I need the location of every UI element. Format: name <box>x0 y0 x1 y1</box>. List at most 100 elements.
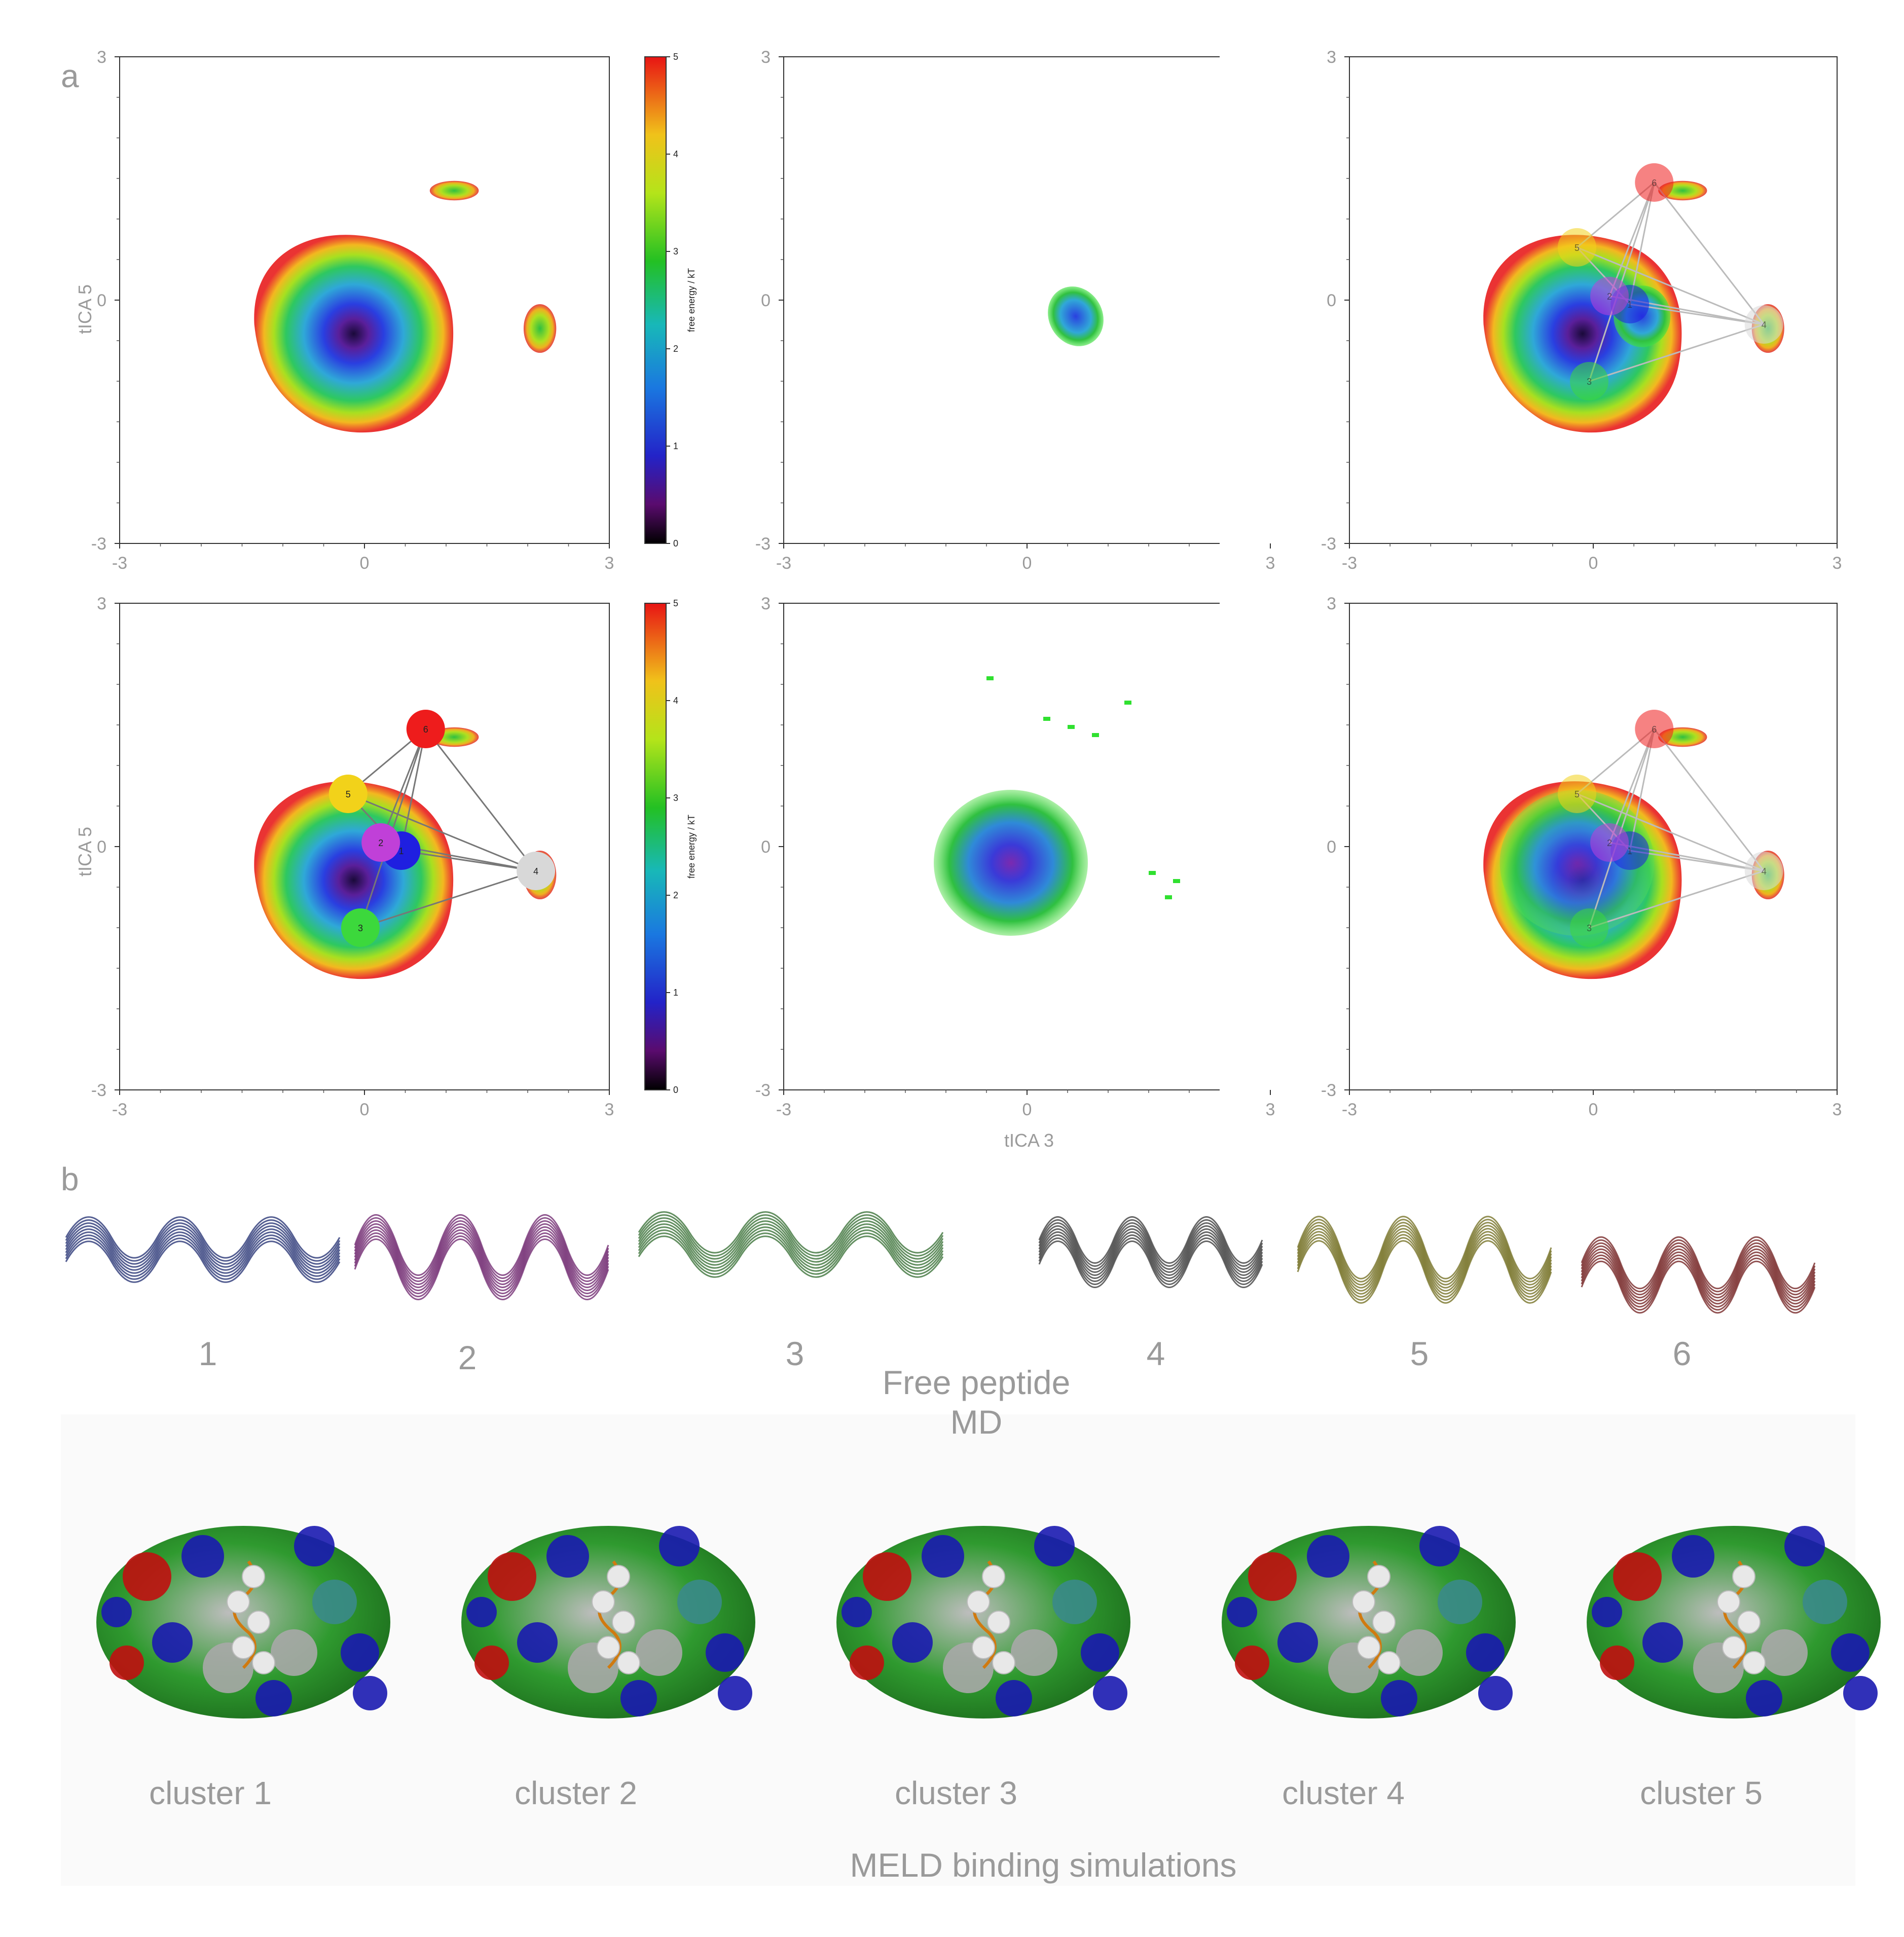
x-tick-label: 0 <box>360 554 370 573</box>
peptide-sidechain <box>242 1565 265 1588</box>
state-node-5 <box>1557 775 1596 813</box>
cluster-label-4: cluster 4 <box>1282 1775 1405 1811</box>
panel-row1-mid: -3 0 3 3 0 -3 <box>755 48 1275 573</box>
peptide-caption: Free peptide MD <box>883 1363 1071 1442</box>
protein-surface-5 <box>1587 1526 1881 1719</box>
protein-surface-1 <box>96 1526 390 1719</box>
transition-arrow <box>348 793 536 872</box>
basin-mark <box>429 180 479 201</box>
peptide-trace <box>354 1220 609 1282</box>
peptide-trace <box>638 1226 944 1269</box>
state-node-label: 1 <box>398 846 404 856</box>
surface-patch <box>1081 1633 1119 1672</box>
state-node-2 <box>361 823 400 862</box>
peptide-sidechain <box>1732 1565 1755 1588</box>
state-node-label: 6 <box>1652 724 1657 735</box>
peptide-ensemble-5 <box>1297 1216 1552 1304</box>
peptide-trace <box>1297 1222 1552 1286</box>
surface-patch <box>123 1552 171 1601</box>
colorbar-tick-label: 5 <box>673 598 678 608</box>
peptide-trace <box>65 1237 341 1280</box>
peptide-trace <box>1581 1236 1816 1290</box>
peptide-trace <box>1581 1260 1816 1314</box>
main-basin <box>254 235 454 433</box>
state-node-label: 6 <box>423 724 428 735</box>
peptide-trace <box>65 1222 341 1265</box>
peptide-sidechain <box>1377 1651 1401 1674</box>
state-node-2 <box>1590 823 1629 862</box>
surface-patch <box>1784 1526 1825 1566</box>
surface-patch <box>892 1622 933 1663</box>
x-tick-label: -3 <box>776 1100 791 1119</box>
basin-mark <box>523 304 557 353</box>
colorbar-2: 0 1 2 3 4 5 free energy / kT <box>644 598 697 1095</box>
surface-patch <box>677 1580 722 1624</box>
sample-point <box>1149 871 1156 875</box>
peptide-trace <box>1297 1234 1552 1298</box>
state-node-label: 4 <box>1762 866 1767 876</box>
surface-patch <box>1396 1629 1443 1676</box>
state-node-5 <box>328 775 368 813</box>
peptide-sidechain <box>1717 1590 1740 1614</box>
peptide-trace <box>1297 1231 1552 1295</box>
peptide-trace <box>354 1238 609 1300</box>
y-tick-label: 3 <box>97 48 106 67</box>
peptide-trace <box>65 1219 341 1262</box>
peptide-trace <box>65 1231 341 1274</box>
peptide-trace <box>1297 1219 1552 1283</box>
surface-patch <box>1613 1552 1662 1601</box>
state-node-4 <box>517 852 556 890</box>
peptide-sidechain <box>607 1565 630 1588</box>
surface-patch <box>996 1680 1032 1716</box>
x-axis-title: tICA 3 <box>1004 1130 1054 1151</box>
peptide-sidechain <box>252 1651 275 1674</box>
x-tick-label: 3 <box>1266 1100 1275 1119</box>
peptide-label-3: 3 <box>785 1335 804 1372</box>
surface-patch <box>1093 1676 1127 1710</box>
peptide-trace <box>1038 1219 1263 1267</box>
transition-arrow <box>1608 728 1655 843</box>
peptide-trace <box>1038 1225 1263 1273</box>
state-node-4 <box>1744 305 1783 344</box>
state-node-5 <box>1557 228 1596 267</box>
sample-point <box>986 676 994 680</box>
panel-letter-b: b <box>61 1161 79 1197</box>
surface-patch <box>1052 1580 1097 1624</box>
peptide-trace <box>65 1228 341 1271</box>
y-tick-label: 0 <box>761 837 771 857</box>
peptide-trace <box>1038 1234 1263 1282</box>
surface-patch <box>1419 1526 1460 1566</box>
peptide-caption-line1: Free peptide <box>882 1364 1071 1401</box>
peptide-sidechain <box>1722 1636 1745 1659</box>
main-basin <box>254 781 454 979</box>
surface-patch <box>1803 1580 1847 1624</box>
x-tick-label: 3 <box>605 1100 614 1119</box>
surface-patch <box>1843 1676 1878 1710</box>
peptide-caption-line2: MD <box>950 1403 1003 1441</box>
surface-patch <box>255 1680 292 1716</box>
colorbar-1: 0 1 2 3 4 5 free energy / kT <box>644 52 697 549</box>
state-node-label: 3 <box>1587 377 1592 387</box>
sample-point <box>1124 701 1131 705</box>
peptide-trace <box>638 1232 944 1275</box>
peptide-sidechain <box>232 1636 255 1659</box>
x-tick-label: -3 <box>1342 1100 1357 1119</box>
state-node-6 <box>1635 163 1674 202</box>
peptide-trace <box>1038 1216 1263 1264</box>
peptide-trace <box>638 1211 944 1254</box>
surface-patch <box>718 1676 752 1710</box>
surface-patch <box>1277 1622 1318 1663</box>
state-node-label: 3 <box>1587 923 1592 933</box>
cluster-caption: MELD binding simulations <box>850 1846 1237 1884</box>
colorbar-tick-label: 3 <box>673 246 678 257</box>
surface-patch <box>841 1597 872 1627</box>
surface-patch <box>659 1526 700 1566</box>
x-tick-label: 3 <box>1266 554 1275 573</box>
x-tick-label: 3 <box>1833 554 1842 573</box>
panel-row2-mid: -3 0 3 3 0 -3 <box>755 594 1275 1119</box>
y-tick-label: 3 <box>1327 594 1336 613</box>
peptide-sidechain <box>1372 1611 1396 1634</box>
surface-patch <box>1307 1535 1349 1578</box>
surface-patch <box>353 1676 387 1710</box>
cluster-label-2: cluster 2 <box>515 1775 637 1811</box>
